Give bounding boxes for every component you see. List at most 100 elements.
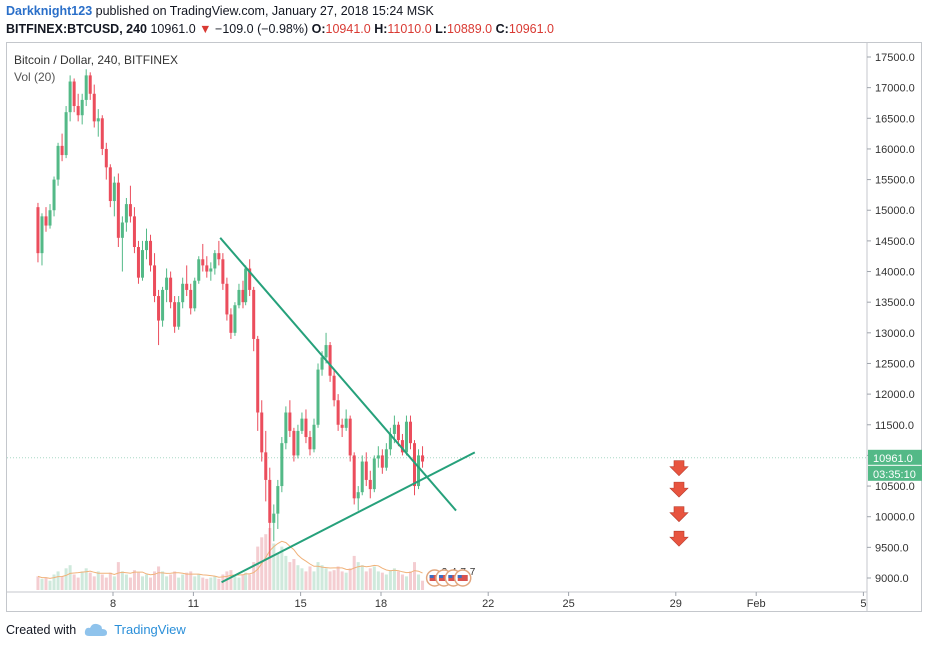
candle-body bbox=[44, 216, 48, 226]
volume-bar bbox=[248, 574, 252, 590]
high-value: 11010.0 bbox=[387, 22, 432, 36]
candle-body bbox=[372, 458, 376, 490]
candle-body bbox=[248, 268, 252, 290]
candle-body bbox=[324, 345, 328, 358]
candle-body bbox=[336, 400, 340, 425]
candle-body bbox=[48, 210, 52, 226]
volume-bar bbox=[296, 565, 300, 590]
volume-bar bbox=[64, 568, 68, 590]
price-tick-label: 12500.0 bbox=[875, 358, 915, 370]
volume-bar bbox=[116, 562, 120, 590]
volume-bar bbox=[304, 571, 308, 590]
created-with-text: Created with bbox=[6, 622, 77, 637]
candle-body bbox=[244, 268, 248, 303]
volume-bar bbox=[368, 568, 372, 590]
volume-bar bbox=[280, 546, 284, 590]
candle-body bbox=[221, 259, 225, 284]
candle-body bbox=[328, 345, 332, 376]
volume-bar bbox=[193, 576, 197, 590]
down-triangle-icon: ▼ bbox=[199, 22, 212, 36]
volume-bar bbox=[44, 577, 48, 590]
price-tick-label: 14000.0 bbox=[875, 267, 915, 279]
candle-body bbox=[233, 305, 237, 333]
candle-body bbox=[144, 240, 149, 251]
volume-bar bbox=[292, 559, 296, 590]
volume-bar bbox=[229, 570, 233, 590]
volume-bar bbox=[324, 568, 328, 590]
candle-body bbox=[360, 461, 364, 493]
volume-bar bbox=[48, 580, 52, 590]
candle-body bbox=[169, 277, 173, 303]
chart-frame[interactable] bbox=[6, 42, 922, 612]
candle-body bbox=[241, 289, 245, 303]
price-tick-label: 15000.0 bbox=[875, 205, 915, 217]
candle-body bbox=[56, 145, 60, 180]
volume-bar bbox=[400, 574, 404, 590]
time-tick-label: Feb bbox=[747, 598, 766, 610]
time-tick-label: 29 bbox=[670, 598, 682, 610]
volume-bar bbox=[124, 574, 128, 590]
candle-body bbox=[237, 289, 241, 306]
candle-body bbox=[320, 357, 324, 370]
event-count: 7 bbox=[470, 567, 476, 578]
candle-body bbox=[173, 302, 177, 327]
volume-bar bbox=[104, 577, 108, 590]
volume-ma-line bbox=[37, 540, 423, 579]
volume-bar bbox=[364, 571, 368, 590]
volume-bar bbox=[352, 555, 356, 590]
candle-body bbox=[153, 265, 157, 297]
volume-bar bbox=[252, 562, 256, 590]
countdown-tag bbox=[868, 465, 922, 481]
candle-body bbox=[417, 455, 421, 487]
volume-bar bbox=[417, 574, 421, 590]
candle-body bbox=[157, 296, 161, 321]
volume-bar bbox=[217, 578, 221, 590]
price-tick-label: 17000.0 bbox=[875, 83, 915, 95]
volume-bar bbox=[328, 571, 332, 590]
price-tick-label: 12000.0 bbox=[875, 389, 915, 401]
price-tick-label: 13000.0 bbox=[875, 328, 915, 340]
volume-bar bbox=[52, 574, 56, 590]
price-tick-label: 14500.0 bbox=[875, 236, 915, 248]
candle-body bbox=[185, 283, 189, 290]
candle-body bbox=[104, 148, 108, 168]
volume-bar bbox=[132, 570, 136, 590]
price-change: −109.0 (−0.98%) bbox=[215, 22, 309, 36]
volume-bar bbox=[233, 576, 237, 590]
low-label: L: bbox=[435, 22, 447, 36]
price-tick-label: 13500.0 bbox=[875, 297, 915, 309]
volume-bar bbox=[185, 572, 189, 590]
volume-bar bbox=[169, 574, 173, 590]
price-tick-label: 9500.0 bbox=[875, 542, 909, 554]
candle-body bbox=[412, 443, 417, 487]
countdown-tag-label: 03:35:10 bbox=[873, 469, 916, 481]
candle-body bbox=[260, 412, 264, 453]
close-label: C: bbox=[495, 22, 509, 36]
volume-bar bbox=[92, 576, 96, 590]
candle-body bbox=[376, 455, 380, 459]
candle-body bbox=[352, 455, 356, 499]
price-tick-label: 16500.0 bbox=[875, 113, 915, 125]
author-name[interactable]: Darkknight123 bbox=[6, 4, 93, 18]
volume-bar bbox=[404, 576, 408, 590]
candle-body bbox=[316, 369, 320, 425]
volume-bar bbox=[165, 576, 169, 590]
candle-body bbox=[304, 418, 308, 438]
volume-bar bbox=[144, 574, 149, 590]
candle-body bbox=[149, 240, 153, 266]
tradingview-logo[interactable]: TradingView bbox=[84, 622, 186, 637]
volume-bar bbox=[360, 565, 364, 590]
open-label: O: bbox=[311, 22, 326, 36]
candle-body bbox=[256, 338, 260, 413]
candle-body bbox=[252, 289, 256, 339]
volume-bar bbox=[256, 546, 260, 590]
candle-body bbox=[140, 250, 144, 278]
time-tick-label: 5 bbox=[860, 598, 866, 610]
candle-body bbox=[205, 265, 209, 272]
volume-bar bbox=[348, 568, 352, 590]
candle-body bbox=[213, 253, 217, 269]
candle-body bbox=[108, 167, 112, 202]
candle-body bbox=[300, 418, 304, 431]
candle-body bbox=[193, 280, 197, 309]
